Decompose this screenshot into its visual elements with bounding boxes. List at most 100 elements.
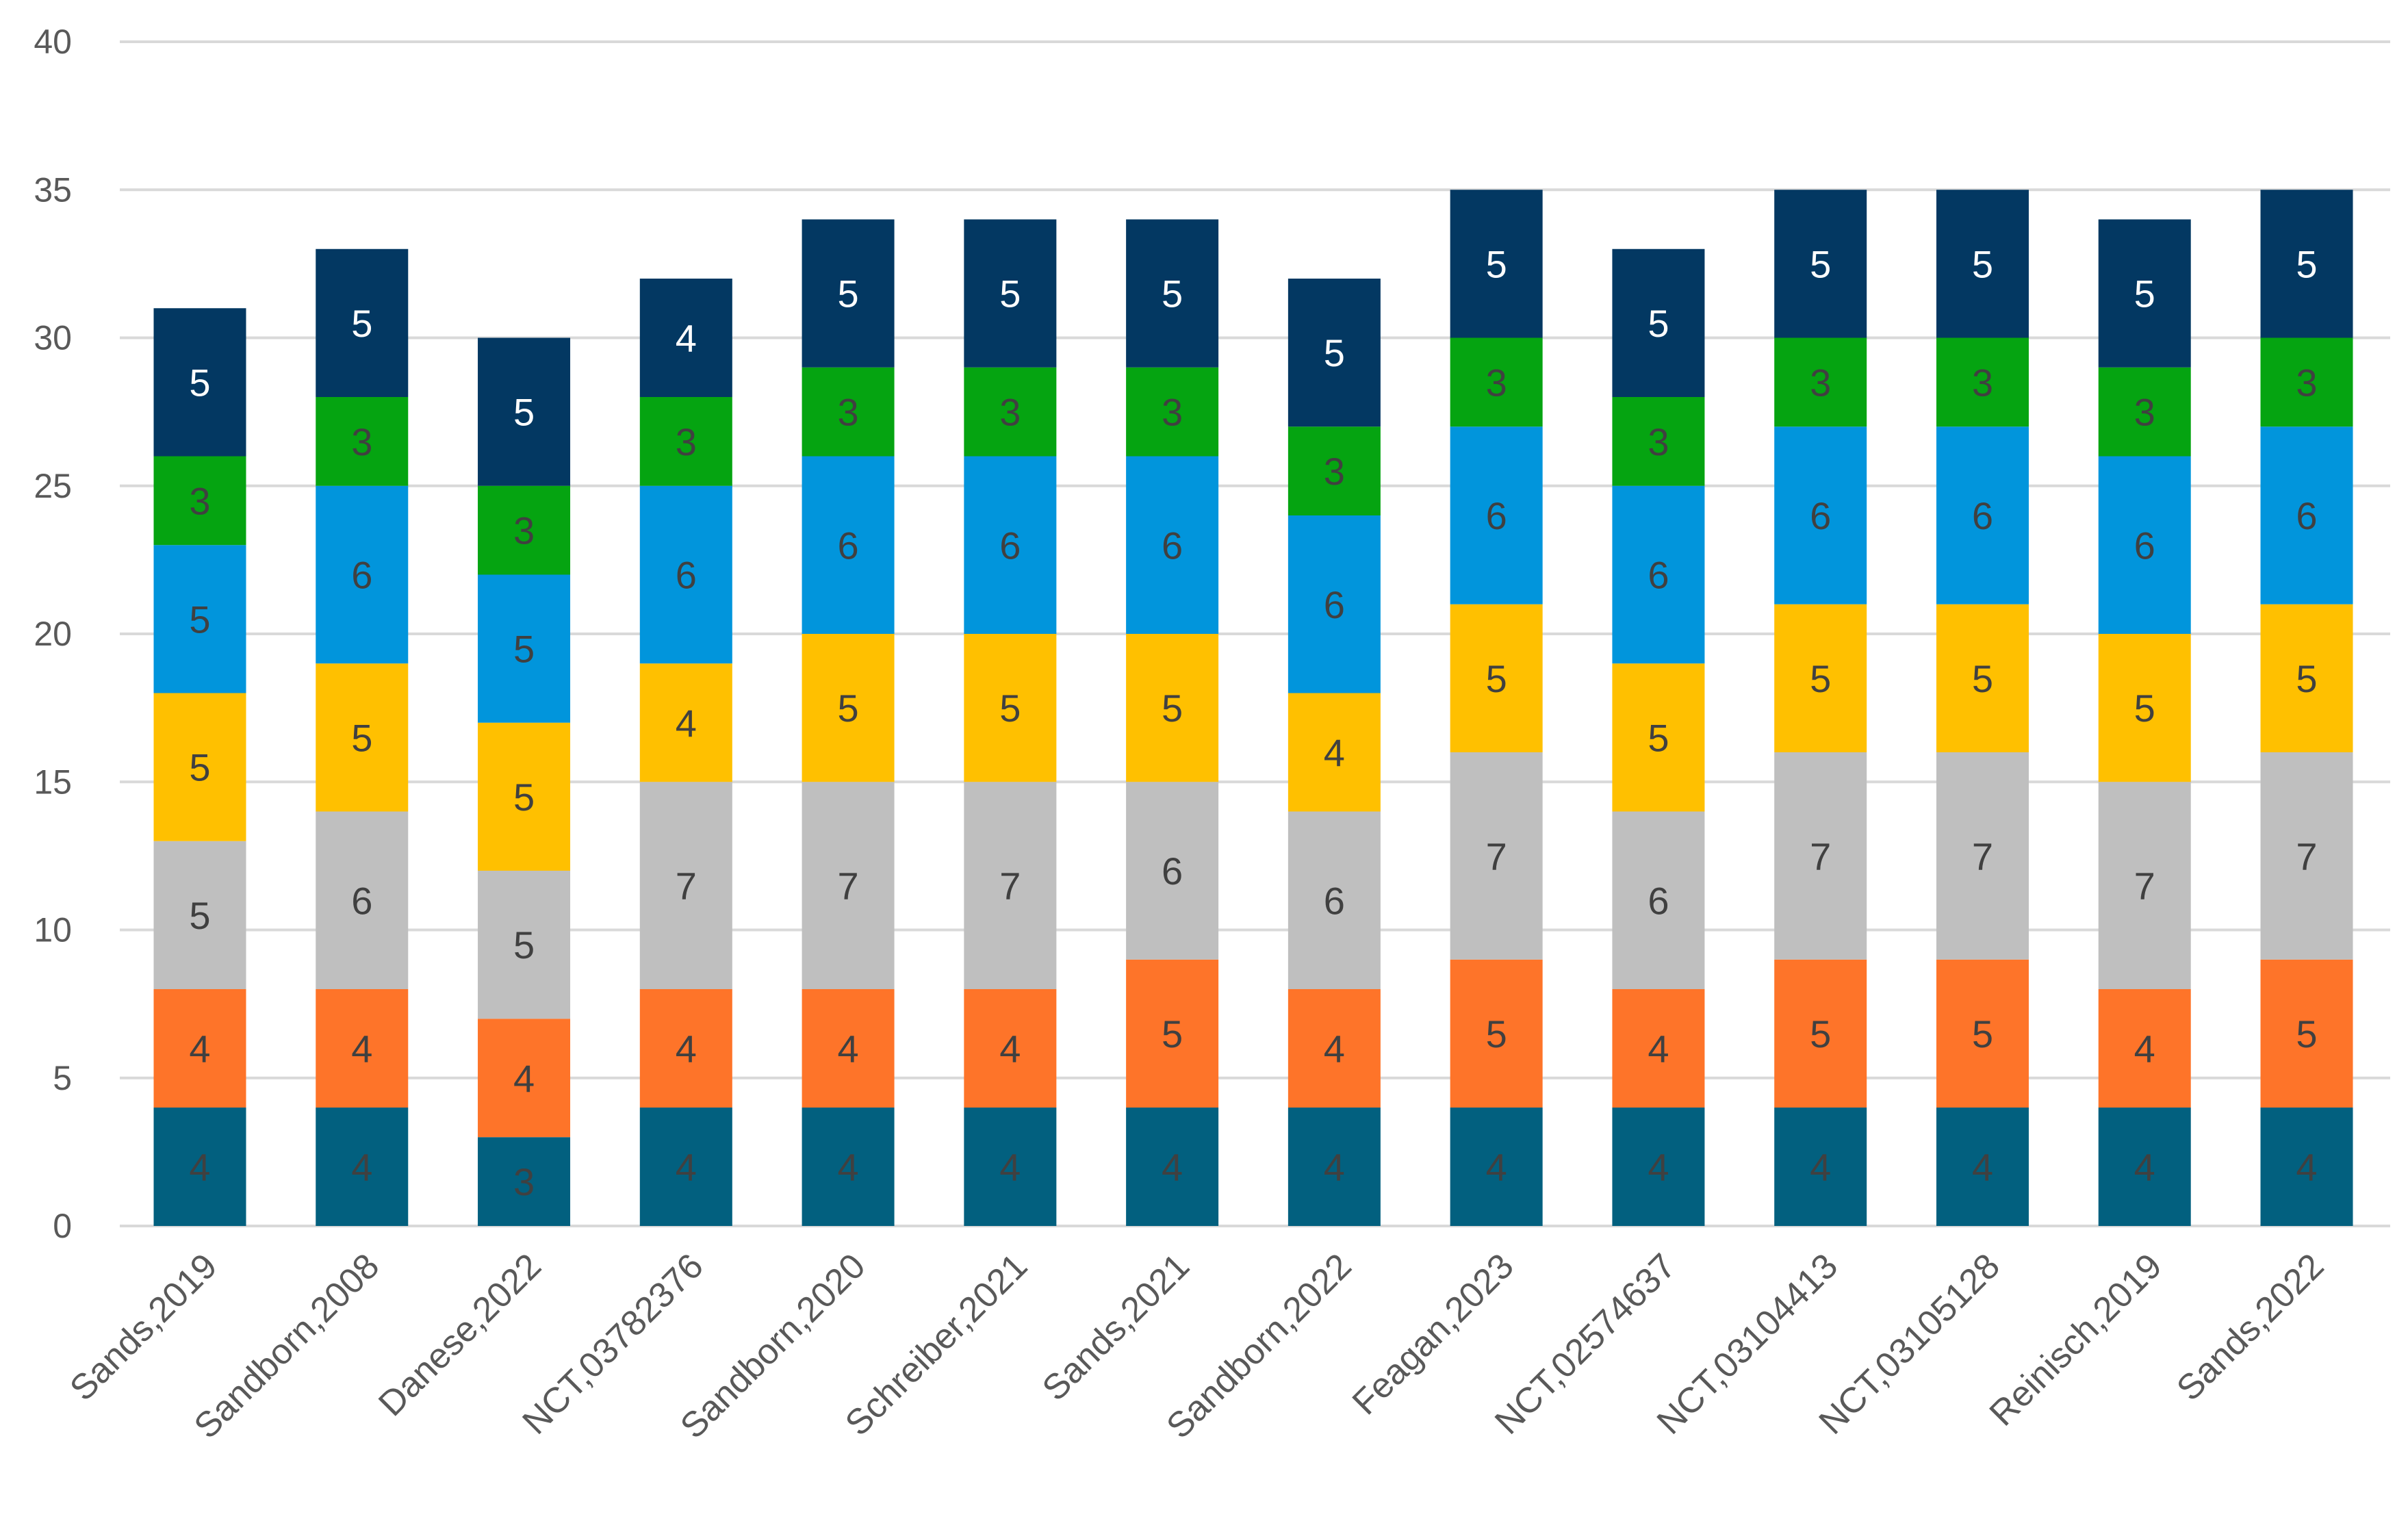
data-label: 5 [513,776,535,819]
bar-segment [2098,634,2191,782]
data-label: 4 [1324,1146,1345,1189]
data-label: 5 [189,894,210,937]
bar-segment [1774,426,1867,604]
bar-segment [1288,693,1381,812]
bar-segment [1450,190,1543,338]
bar-segment [802,1108,895,1226]
data-label: 6 [1162,849,1183,893]
data-label: 3 [513,509,535,552]
bar-segment [964,456,1057,634]
bar-segment [153,456,246,546]
data-label: 6 [351,879,372,922]
data-label: 6 [1810,494,1831,537]
bar-segment [1126,782,1219,960]
data-label: 6 [1486,494,1507,537]
data-label: 5 [189,746,210,789]
data-label: 4 [676,1146,697,1189]
data-label: 5 [513,923,535,967]
data-label: 5 [1972,1012,1993,1056]
bar-segment [478,485,571,575]
data-label: 5 [513,391,535,434]
data-label: 5 [1486,1012,1507,1056]
bar-segment [1612,989,1705,1108]
data-label: 5 [189,361,210,404]
bar-segment [153,841,246,989]
data-label: 4 [676,702,697,745]
bars: 4 4 5 5 5 3 5 4 4 6 5 6 3 5 3 4 5 5 5 3 5 4 4 7 4 6 3 4 4 4 7 5 6 3 5 4 4 7 5 6… [153,190,2353,1226]
bar-segment [316,485,409,664]
data-label: 4 [1324,731,1345,774]
bar-segment [1126,634,1219,782]
bar-segment [2098,456,2191,634]
data-label: 4 [2134,1027,2155,1071]
data-label: 5 [1162,687,1183,730]
bar-segment [1288,989,1381,1108]
bar-segment [802,456,895,634]
data-label: 5 [189,598,210,641]
data-label: 5 [513,628,535,671]
data-label: 7 [2296,834,2317,878]
x-tick-label: Feagan,2023 [1345,1246,1522,1422]
data-label: 5 [2134,687,2155,730]
data-label: 6 [837,524,858,567]
bar-segment [964,989,1057,1108]
data-label: 5 [1810,1012,1831,1056]
data-label: 4 [1162,1146,1183,1189]
data-label: 6 [2134,524,2155,567]
bar-segment [1126,1108,1219,1226]
data-label: 7 [1810,834,1831,878]
bar-segment [639,397,732,486]
data-label: 3 [189,479,210,522]
bar-segment [153,308,246,457]
bar-segment [1126,456,1219,634]
bar-segment [1288,426,1381,515]
bar-segment [2098,989,2191,1108]
bar-segment [1936,959,2029,1108]
bar-segment [1126,959,1219,1108]
data-label: 6 [351,554,372,597]
data-label: 3 [1162,391,1183,434]
data-label: 5 [1648,302,1669,345]
data-label: 3 [351,420,372,463]
y-tick-label: 0 [53,1207,72,1245]
data-label: 3 [1972,361,1993,404]
data-label: 5 [351,302,372,345]
data-label: 5 [1162,1012,1183,1056]
data-label: 3 [837,391,858,434]
bar-segment [1450,337,1543,427]
data-label: 4 [351,1146,372,1189]
y-tick-label: 40 [34,23,72,61]
bar-segment [478,722,571,871]
data-label: 6 [999,524,1021,567]
bar-segment [1774,337,1867,427]
data-label: 4 [676,1027,697,1071]
data-label: 5 [2296,657,2317,700]
bar-segment [1612,663,1705,812]
data-label: 7 [1972,834,1993,878]
data-label: 4 [2296,1146,2317,1189]
y-tick-label: 30 [34,319,72,357]
bar-segment [2260,426,2353,604]
bar-segment [1612,1108,1705,1226]
data-label: 5 [1810,242,1831,285]
data-label: 7 [2134,865,2155,908]
bar-segment [2260,604,2353,752]
bar-segment [1612,811,1705,989]
data-label: 3 [1648,420,1669,463]
bar-segment [316,397,409,486]
data-label: 5 [999,687,1021,730]
bar-segment [1774,752,1867,960]
y-tick-label: 20 [34,615,72,653]
data-label: 4 [837,1146,858,1189]
bar-segment [2260,337,2353,427]
bar-segment [478,337,571,486]
data-label: 4 [2134,1146,2155,1189]
data-label: 4 [1486,1146,1507,1189]
data-label: 5 [351,716,372,759]
x-tick-label: Sands,2022 [2169,1246,2331,1408]
bar-segment [2260,752,2353,960]
data-label: 3 [2296,361,2317,404]
bar-segment [1774,1108,1867,1226]
data-label: 6 [1324,879,1345,922]
